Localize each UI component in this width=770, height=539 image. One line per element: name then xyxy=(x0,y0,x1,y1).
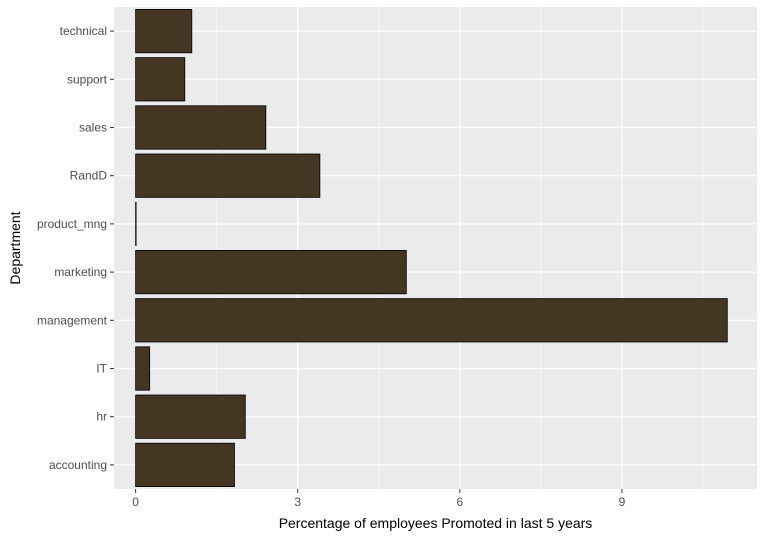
y-tick-label: hr xyxy=(96,410,107,424)
bar-accounting xyxy=(135,442,235,487)
y-axis-title: Department xyxy=(7,211,23,284)
y-tick-label: accounting xyxy=(49,458,107,472)
x-tick-label: 6 xyxy=(456,495,463,509)
x-tick-label: 0 xyxy=(132,495,139,509)
bars xyxy=(135,9,728,487)
bar-randd xyxy=(135,153,321,198)
y-tick-label: product_mng xyxy=(37,217,107,231)
x-tick-label: 9 xyxy=(619,495,626,509)
bar-it xyxy=(135,346,151,391)
y-tick-label: sales xyxy=(79,121,107,135)
bar-sales xyxy=(135,105,267,150)
bar-hr xyxy=(135,394,246,439)
x-axis-title: Percentage of employees Promoted in last… xyxy=(279,515,593,531)
y-tick-label: marketing xyxy=(54,265,107,279)
x-axis: 0 3 6 9 xyxy=(132,489,626,509)
bar-support xyxy=(135,57,186,102)
y-tick-label: support xyxy=(67,72,108,86)
y-tick-label: RandD xyxy=(70,169,108,183)
y-tick-label: technical xyxy=(60,24,107,38)
y-tick-label: management xyxy=(37,313,108,327)
bar-product-mng xyxy=(135,201,137,246)
y-tick-label: IT xyxy=(96,362,107,376)
bar-marketing xyxy=(135,250,407,295)
bar-technical xyxy=(135,9,193,54)
bar-management xyxy=(135,298,728,343)
y-axis: accounting hr IT management marketing product… xyxy=(37,24,114,472)
x-tick-label: 3 xyxy=(294,495,301,509)
